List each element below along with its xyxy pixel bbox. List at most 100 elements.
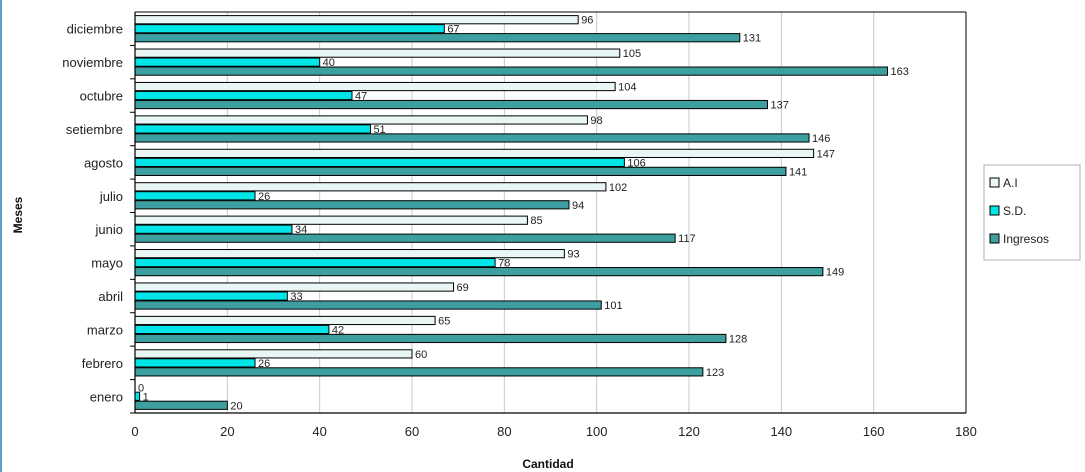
category-label: diciembre bbox=[67, 22, 123, 37]
bar bbox=[134, 224, 293, 234]
data-label: 128 bbox=[729, 333, 747, 345]
x-tick-label: 100 bbox=[586, 424, 608, 439]
bar bbox=[134, 90, 353, 101]
category-label: junio bbox=[95, 222, 123, 237]
x-tick-label: 140 bbox=[770, 424, 792, 439]
legend-box bbox=[983, 164, 1081, 261]
data-label: 105 bbox=[623, 48, 641, 60]
category-label: octubre bbox=[80, 89, 123, 104]
bar bbox=[134, 33, 741, 43]
bar bbox=[134, 133, 810, 143]
data-label: 141 bbox=[789, 166, 807, 178]
category-label: noviembre bbox=[62, 55, 123, 70]
x-tick-label: 40 bbox=[312, 424, 326, 439]
bar bbox=[134, 200, 570, 210]
bar bbox=[134, 282, 455, 292]
data-label: 117 bbox=[678, 233, 696, 245]
data-label: 67 bbox=[447, 24, 459, 36]
data-label: 78 bbox=[498, 258, 510, 270]
data-label: 104 bbox=[618, 82, 636, 94]
data-label: 42 bbox=[332, 324, 344, 336]
category-label: agosto bbox=[84, 155, 123, 170]
data-label: 33 bbox=[290, 291, 302, 303]
data-label: 51 bbox=[373, 124, 385, 136]
data-label: 96 bbox=[581, 15, 593, 27]
data-label: 69 bbox=[457, 282, 469, 294]
bar bbox=[134, 233, 676, 243]
legend-label: S.D. bbox=[1003, 204, 1026, 218]
bar bbox=[134, 358, 256, 368]
data-label: 131 bbox=[743, 33, 761, 45]
bar bbox=[134, 324, 330, 335]
x-tick-label: 120 bbox=[678, 424, 700, 439]
bar bbox=[134, 24, 445, 34]
legend-swatch bbox=[989, 177, 1000, 188]
bar bbox=[134, 249, 565, 259]
data-label: 98 bbox=[590, 115, 602, 127]
bar bbox=[134, 400, 228, 410]
x-tick-label: 180 bbox=[955, 424, 977, 439]
category-label: marzo bbox=[87, 322, 123, 337]
data-label: 34 bbox=[295, 224, 307, 236]
bar bbox=[134, 99, 768, 110]
bars bbox=[134, 15, 889, 410]
bar bbox=[134, 267, 824, 277]
data-label: 65 bbox=[438, 315, 450, 327]
bar bbox=[134, 48, 621, 58]
bar bbox=[134, 148, 815, 158]
bar bbox=[134, 215, 528, 225]
axes: 0 20 40 60 80 100 120 140 160 180enerofebreromarz… bbox=[62, 11, 977, 439]
data-label: 149 bbox=[826, 267, 844, 279]
bar bbox=[134, 115, 588, 125]
data-label: 85 bbox=[530, 215, 542, 227]
data-label: 146 bbox=[812, 133, 830, 145]
data-label: 102 bbox=[609, 182, 627, 194]
x-tick-label: 160 bbox=[863, 424, 885, 439]
data-label: 163 bbox=[891, 66, 909, 78]
category-label: febrero bbox=[82, 356, 123, 371]
bar bbox=[134, 333, 727, 344]
bar bbox=[134, 66, 889, 76]
bar bbox=[134, 15, 579, 25]
data-label: 47 bbox=[355, 91, 367, 103]
bar bbox=[134, 166, 787, 176]
bar bbox=[134, 349, 413, 359]
legend-label: A.I bbox=[1003, 176, 1018, 190]
data-label: 123 bbox=[706, 367, 724, 379]
data-label: 60 bbox=[415, 349, 427, 361]
category-label: enero bbox=[90, 389, 123, 404]
legend-label: Ingresos bbox=[1003, 232, 1049, 246]
category-label: abril bbox=[98, 289, 123, 304]
data-label: 93 bbox=[567, 249, 579, 261]
bar bbox=[134, 258, 496, 268]
data-label: 94 bbox=[572, 200, 584, 212]
bar bbox=[134, 124, 371, 134]
data-labels: 01 20 60 26 123 65 42 128 69 33 101 93 78 149 85 34 117 1… bbox=[138, 15, 909, 413]
bar bbox=[134, 300, 602, 310]
bar bbox=[134, 291, 288, 301]
x-axis-title: Cantidad bbox=[522, 457, 573, 471]
category-label: setiembre bbox=[66, 122, 123, 137]
bar bbox=[134, 81, 616, 92]
legend-swatch bbox=[989, 205, 1000, 216]
data-label: 40 bbox=[323, 57, 335, 69]
category-label: julio bbox=[99, 189, 123, 204]
data-label: 26 bbox=[258, 191, 270, 203]
bar bbox=[134, 191, 256, 201]
y-axis-title: Meses bbox=[11, 196, 25, 233]
data-label: 26 bbox=[258, 358, 270, 370]
data-label: 0 bbox=[138, 382, 144, 394]
legend: A.I S.D. Ingresos bbox=[983, 164, 1081, 261]
data-label: 1 bbox=[143, 391, 149, 403]
bar bbox=[134, 182, 607, 192]
data-label: 147 bbox=[817, 148, 835, 160]
bar bbox=[134, 367, 704, 377]
x-tick-label: 0 bbox=[131, 424, 138, 439]
data-label: 106 bbox=[627, 157, 645, 169]
x-tick-label: 80 bbox=[497, 424, 511, 439]
data-label: 20 bbox=[230, 400, 242, 412]
bar bbox=[134, 315, 436, 326]
x-tick-label: 20 bbox=[220, 424, 234, 439]
